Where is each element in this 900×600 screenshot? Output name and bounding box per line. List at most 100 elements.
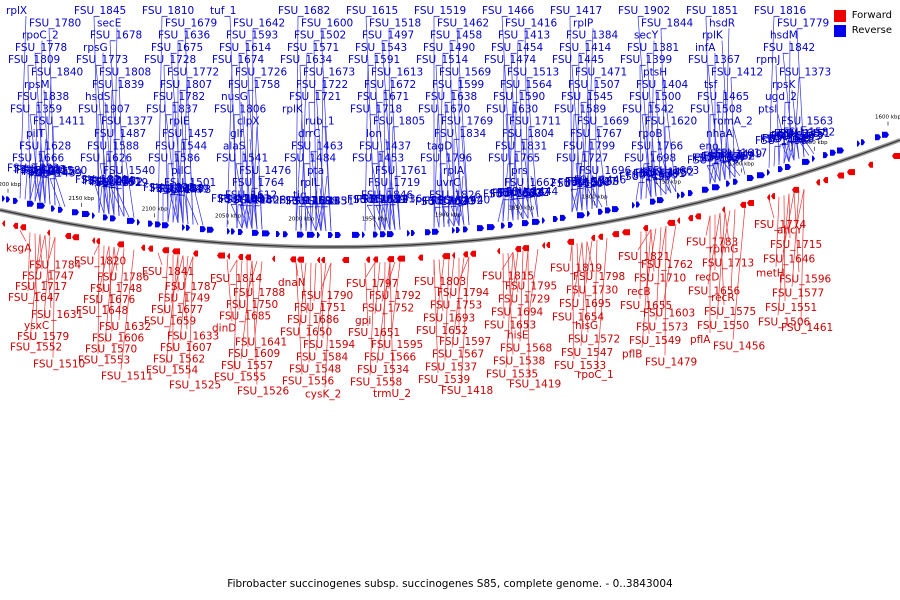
reverse-gene-arrow: [726, 180, 730, 187]
reverse-gene-label: pilT: [26, 128, 45, 140]
reverse-gene-label: FSU_1662: [504, 177, 556, 189]
forward-gene-label: FSU_1552: [10, 342, 62, 354]
reverse-leader-line: [580, 102, 588, 210]
reverse-leader-line: [446, 151, 460, 226]
forward-gene-label: ahcY: [777, 225, 803, 237]
reverse-leader-line: [179, 89, 189, 225]
forward-leader-line: [505, 252, 514, 368]
legend-forward: Forward: [833, 8, 892, 23]
forward-gene-label: FSU_1549: [629, 335, 681, 347]
reverse-gene-label: hsdR: [709, 17, 735, 29]
reverse-gene-label: FSU_1451: [778, 128, 830, 140]
reverse-gene-label: FSU_1502: [294, 30, 346, 42]
reverse-leader-line: [439, 163, 445, 227]
forward-gene-label: FSU_1550: [697, 320, 749, 332]
reverse-leader-line: [660, 28, 667, 195]
reverse-gene-arrow: [542, 217, 545, 224]
reverse-gene-arrow: [456, 227, 460, 234]
reverse-gene-label: alaS: [223, 140, 246, 152]
reverse-gene-label: glnN_1: [708, 149, 744, 161]
reverse-gene-label: drrC: [298, 128, 320, 140]
forward-gene-label: FSU_1632: [99, 321, 151, 333]
forward-gene-arrow: [612, 231, 619, 238]
forward-gene-label: FSU_1803: [414, 276, 466, 288]
reverse-gene-arrow: [127, 217, 135, 224]
forward-gene-label: hisG: [575, 320, 598, 332]
forward-gene-label: FSU_1537: [425, 361, 477, 373]
forward-leader-line: [300, 262, 308, 314]
reverse-gene-label: FSU_1687: [218, 194, 270, 206]
reverse-gene-arrow: [837, 147, 844, 154]
reverse-gene-label: FSU_1637: [694, 153, 746, 165]
reverse-leader-line: [795, 139, 800, 159]
reverse-gene-label: FSU_1591: [348, 54, 400, 66]
reverse-gene-label: secE: [97, 17, 121, 29]
reverse-leader-line: [177, 138, 183, 224]
reverse-gene-label: romA_2: [713, 116, 753, 128]
reverse-leader-line: [714, 151, 720, 183]
forward-gene-arrow: [622, 229, 630, 236]
forward-gene-label: FSU_1557: [221, 360, 273, 372]
reverse-gene-label: FSU_1465: [697, 91, 749, 103]
forward-leader-line: [507, 252, 514, 355]
reverse-gene-label: FSU_1663: [647, 165, 699, 177]
reverse-gene-arrow: [231, 228, 235, 235]
reverse-gene-arrow: [605, 207, 611, 214]
forward-gene-arrow: [740, 201, 746, 208]
reverse-gene-label: FSU_1564: [500, 79, 552, 91]
reverse-leader-line: [641, 114, 652, 198]
forward-gene-arrow: [141, 244, 145, 251]
forward-gene-arrow: [72, 234, 79, 241]
forward-leader-line: [381, 261, 396, 302]
reverse-gene-arrow: [82, 210, 90, 217]
forward-gene-label: dinD: [212, 322, 236, 334]
forward-gene-label: FSU_1774: [754, 219, 806, 231]
reverse-gene-arrow: [51, 205, 55, 212]
reverse-leader-line: [113, 28, 118, 216]
forward-leader-line: [108, 246, 113, 332]
reverse-leader-line: [165, 114, 179, 224]
reverse-gene-label: FSU_1823: [7, 163, 59, 175]
reverse-gene-arrow: [37, 202, 45, 209]
forward-gene-arrow: [515, 246, 521, 253]
forward-gene-label: FSU_1787: [165, 281, 217, 293]
forward-leader-line: [527, 250, 530, 378]
reverse-leader-line: [384, 188, 389, 231]
reverse-gene-arrow: [276, 230, 280, 237]
forward-leader-line: [97, 244, 100, 354]
forward-leader-line: [451, 257, 465, 348]
reverse-leader-line: [244, 200, 253, 229]
reverse-leader-line: [650, 40, 655, 198]
reverse-gene-label: FSU_1639: [157, 184, 209, 196]
reverse-leader-line: [182, 77, 188, 224]
reverse-leader-line: [258, 175, 263, 230]
reverse-gene-arrow: [425, 229, 431, 236]
forward-gene-label: trmU_2: [373, 388, 411, 400]
reverse-gene-label: FSU_1767: [570, 128, 622, 140]
reverse-gene-label: FSU_1684: [150, 183, 202, 195]
reverse-gene-label: rplE: [169, 116, 190, 128]
reverse-gene-label: FSU_1524: [492, 188, 544, 200]
reverse-gene-label: FSU_1796: [420, 153, 472, 165]
reverse-gene-label: FSU_1671: [357, 91, 409, 103]
forward-gene-label: FSU_1717: [15, 281, 67, 293]
reverse-leader-line: [42, 176, 46, 204]
forward-gene-arrow: [92, 237, 95, 244]
reverse-leader-line: [315, 206, 323, 232]
reverse-gene-label: FSU_1689: [354, 194, 406, 206]
reverse-gene-arrow: [553, 215, 558, 222]
reverse-leader-line: [657, 138, 672, 194]
reverse-gene-arrow: [137, 219, 140, 226]
reverse-leader-line: [721, 40, 731, 179]
reverse-gene-label: FSU_1907: [78, 103, 130, 115]
reverse-gene-label: FSU_1436: [370, 194, 422, 206]
forward-gene-arrow: [688, 215, 693, 222]
reverse-gene-label: FSU_1617: [715, 147, 767, 159]
reverse-gene-label: FSU_1673: [303, 67, 355, 79]
reverse-gene-label: rpsM: [24, 79, 50, 91]
reverse-gene-arrow: [823, 152, 828, 159]
forward-gene-label: FSU_1654: [552, 311, 604, 323]
forward-gene-arrow: [373, 256, 378, 263]
reverse-leader-line: [315, 138, 319, 231]
reverse-gene-label: FSU_1599: [432, 79, 484, 91]
